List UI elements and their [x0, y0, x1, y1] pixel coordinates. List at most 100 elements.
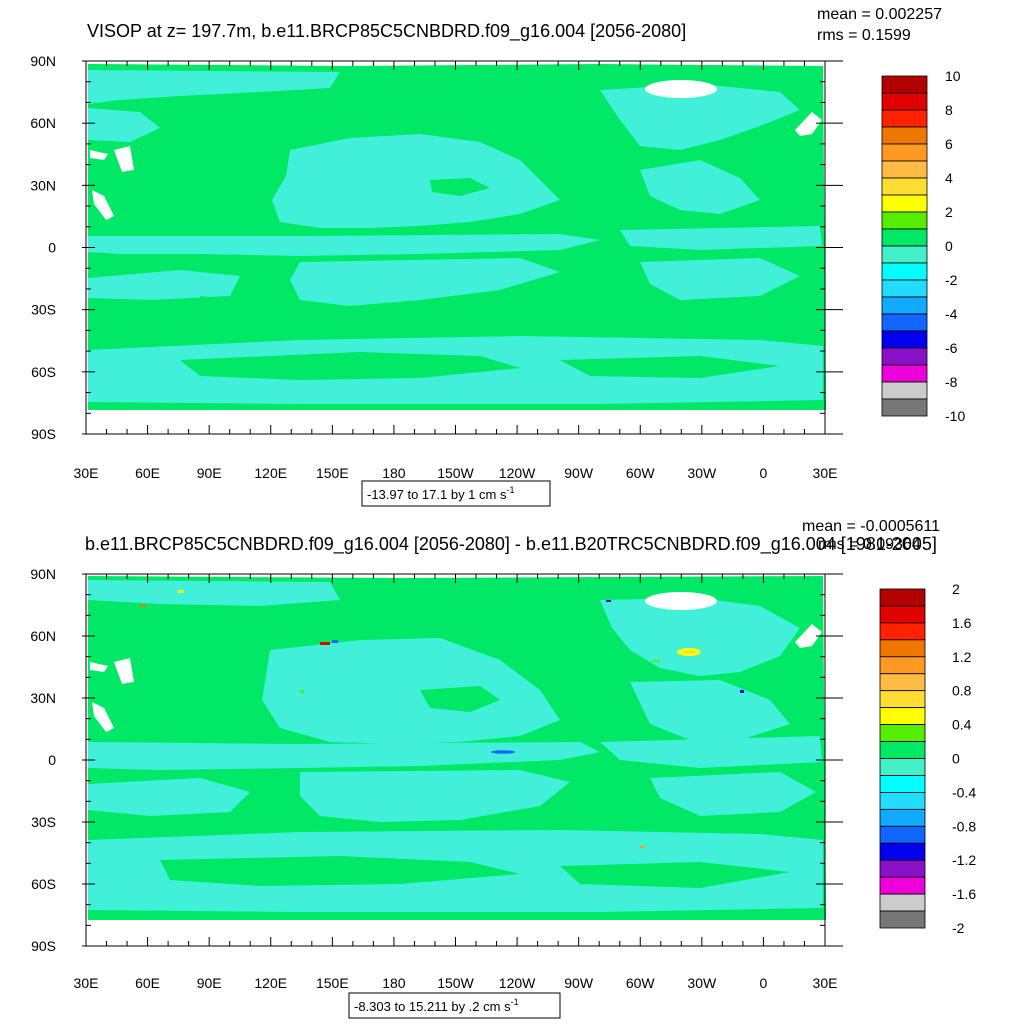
y-tick-label: 90N — [30, 53, 56, 69]
x-tick-label: 30E — [813, 465, 838, 481]
colorbar-label: 0.8 — [952, 683, 972, 699]
x-tick-label: 90E — [197, 465, 222, 481]
panel-2-mean: mean = -0.0005611 — [802, 518, 940, 535]
colorbar-swatch — [879, 724, 926, 742]
panel-1-info-box — [361, 480, 551, 507]
colorbar-swatch — [881, 347, 928, 366]
colorbar-swatch — [879, 825, 926, 844]
panel-1-rms: rms = 0.1599 — [817, 27, 911, 44]
colorbar-label: 10 — [945, 68, 961, 84]
y-tick-label: 30N — [30, 690, 56, 706]
panel-2-rms: rms = 0.09364 — [818, 536, 921, 553]
colorbar-swatch — [879, 910, 926, 929]
colorbar-label: 0 — [952, 751, 960, 767]
colorbar-swatch — [881, 279, 928, 298]
x-tick-label: 150W — [437, 975, 474, 991]
x-tick-label: 150E — [316, 975, 349, 991]
colorbar-swatch — [881, 143, 928, 162]
x-tick-label: 90W — [564, 465, 594, 481]
colorbar-swatch — [879, 842, 926, 861]
panel-2-title: b.e11.BRCP85C5CNBDRD.f09_g16.004 [2056-2… — [85, 534, 937, 555]
panel-top: VISOP at z= 197.7m, b.e11.BRCP85C5CNBDRD… — [30, 6, 965, 507]
panel-1-map — [88, 64, 826, 434]
panel-2-colorbar: 2 1.6 1.2 0.8 0.4 0 -0.4 -0.8 -1.2 -1.6 -2 — [879, 581, 976, 936]
y-tick-label: 60N — [30, 115, 56, 131]
colorbar-swatch — [881, 262, 928, 281]
x-tick-label: 0 — [760, 465, 768, 481]
x-tick-label: 60E — [135, 975, 160, 991]
panel-1-missing-data — [88, 80, 826, 434]
x-tick-label: 60W — [626, 975, 656, 991]
colorbar-swatch — [881, 109, 928, 128]
x-tick-label: 120W — [499, 975, 536, 991]
x-tick-label: 30E — [74, 465, 99, 481]
x-tick-label: 30W — [687, 465, 717, 481]
colorbar-swatch — [879, 792, 926, 810]
colorbar-swatch — [879, 673, 926, 692]
colorbar-swatch — [881, 398, 928, 417]
colorbar-label: 1.2 — [952, 649, 972, 665]
colorbar-label: -4 — [945, 306, 958, 322]
colorbar-swatch — [881, 160, 928, 179]
x-tick-label: 120W — [499, 465, 536, 481]
panel-2-map — [88, 576, 826, 946]
colorbar-label: 2 — [945, 204, 953, 220]
panel-1-info-label: -13.97 to 17.1 by 1 cm s-1 — [367, 485, 514, 502]
y-tick-label: 90S — [31, 938, 56, 954]
colorbar-label: 0 — [945, 238, 953, 254]
colorbar-label: 4 — [945, 170, 953, 186]
panel-2-info-box — [348, 992, 561, 1019]
colorbar-label: 1.6 — [952, 615, 972, 631]
panel-2-anomaly-specks — [140, 590, 744, 848]
colorbar-swatch — [879, 690, 926, 709]
panel-1-axis-labels: 30E 60E 90E 120E 150E 180 150W 120W 90W 60W 30W 0 30… — [30, 53, 837, 481]
colorbar-swatch — [881, 330, 928, 349]
colorbar-swatch — [879, 741, 926, 759]
y-tick-label: 90S — [31, 426, 56, 442]
colorbar-swatch — [879, 605, 926, 624]
colorbar-label: -1.2 — [952, 852, 976, 868]
colorbar-swatch — [881, 364, 928, 383]
colorbar-label: 8 — [945, 102, 953, 118]
y-tick-label: 60S — [31, 876, 56, 892]
x-tick-label: 150E — [316, 465, 349, 481]
x-tick-label: 60W — [626, 465, 656, 481]
x-tick-label: 60E — [135, 465, 160, 481]
y-tick-label: 30S — [31, 302, 56, 318]
x-tick-label: 90E — [197, 975, 222, 991]
colorbar-swatch — [879, 639, 926, 658]
panel-1-ticks — [82, 60, 843, 435]
colorbar-swatch — [881, 126, 928, 145]
x-tick-label: 180 — [382, 975, 406, 991]
panel-1-colorbar: 10 8 6 4 2 0 -2 -4 -6 -8 -10 — [881, 68, 965, 424]
colorbar-swatch — [879, 622, 926, 641]
colorbar-swatch — [881, 381, 928, 400]
colorbar-label: -0.8 — [952, 818, 976, 834]
colorbar-label: -8 — [945, 374, 958, 390]
colorbar-swatch — [879, 859, 926, 878]
x-tick-label: 30E — [813, 975, 838, 991]
colorbar-label: 6 — [945, 136, 953, 152]
y-tick-label: 30S — [31, 814, 56, 830]
panel-2-dominant-regions — [120, 686, 790, 888]
x-tick-label: 150W — [437, 465, 474, 481]
y-tick-label: 60N — [30, 628, 56, 644]
x-tick-label: 120E — [254, 975, 287, 991]
colorbar-swatch — [879, 876, 926, 895]
panel-1-title: VISOP at z= 197.7m, b.e11.BRCP85C5CNBDRD… — [87, 21, 686, 42]
colorbar-swatch — [881, 211, 928, 230]
colorbar-label: -2 — [945, 272, 958, 288]
panel-1-mean: mean = 0.002257 — [817, 6, 942, 23]
colorbar-swatch — [879, 707, 926, 726]
colorbar-label: -2 — [952, 920, 965, 936]
colorbar-label: -1.6 — [952, 886, 976, 902]
colorbar-swatch — [881, 313, 928, 332]
colorbar-swatch — [879, 656, 926, 675]
colorbar-swatch — [881, 75, 928, 94]
x-tick-label: 30E — [74, 975, 99, 991]
x-tick-label: 120E — [254, 465, 287, 481]
colorbar-swatch — [881, 177, 928, 196]
colorbar-label: -10 — [945, 408, 965, 424]
colorbar-swatch — [879, 893, 926, 912]
colorbar-swatch — [879, 758, 926, 776]
